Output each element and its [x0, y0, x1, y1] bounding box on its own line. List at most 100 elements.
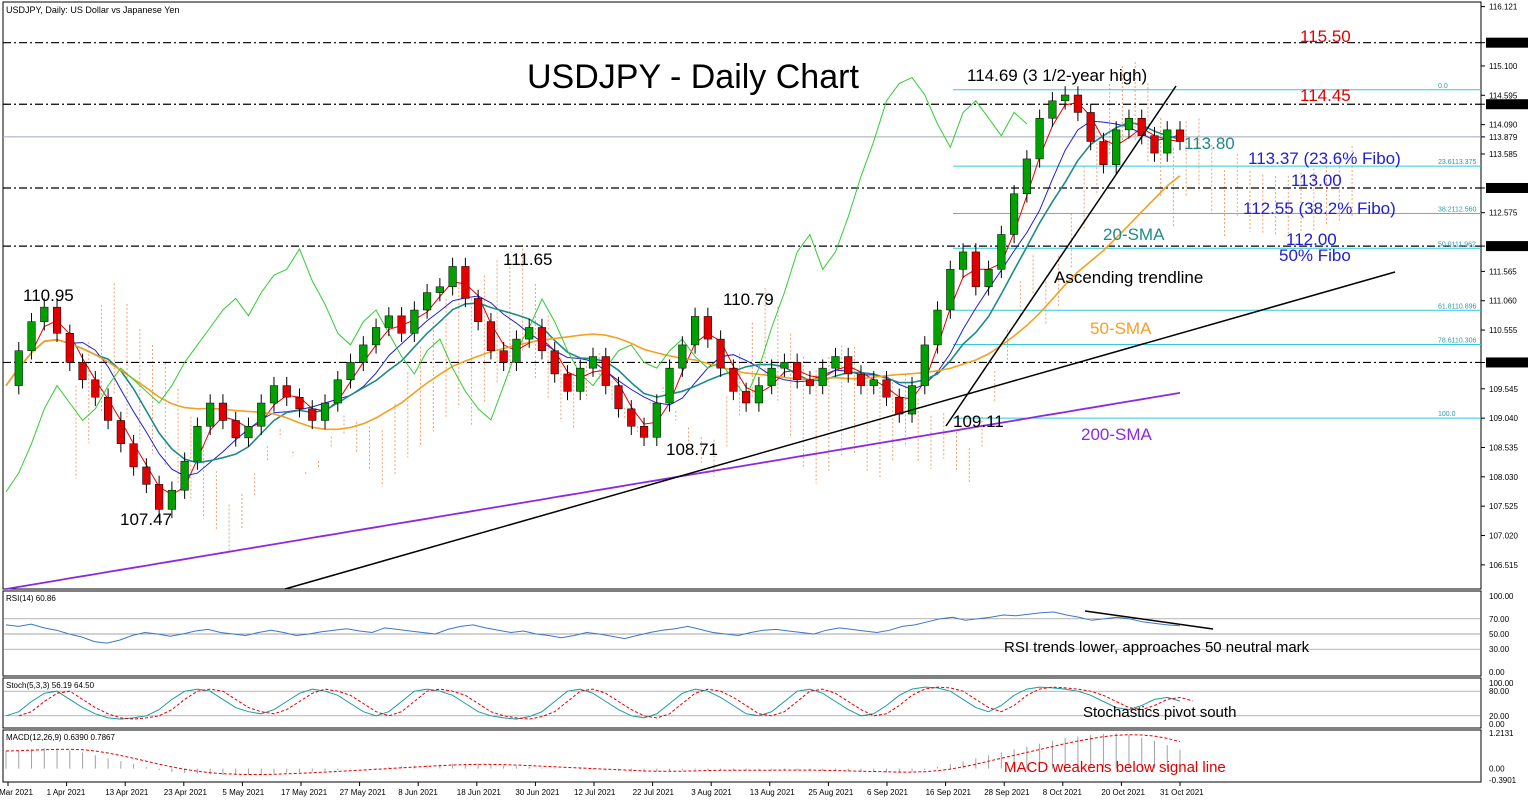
- candle-body: [652, 402, 661, 438]
- candle-body: [14, 350, 23, 386]
- candle-body: [104, 396, 113, 421]
- ichimoku-cloud: [75, 61, 1353, 552]
- date-label: 22 Mar 2021: [0, 788, 33, 797]
- main-panel-frame: [2, 1, 1482, 590]
- candle-body: [295, 396, 304, 410]
- annotation-110-95: 110.95: [23, 286, 74, 305]
- price-axis-label: 114.090: [1489, 121, 1518, 130]
- candle-body: [384, 315, 393, 328]
- fibo-tag: 100.0: [1438, 411, 1456, 418]
- price-axis-label: 109.545: [1489, 385, 1518, 394]
- candle-body: [665, 367, 674, 404]
- fibonacci-levels: 0.0 23.6113.375 38.2112.560 50.0111.962 61.8…: [953, 83, 1481, 419]
- date-label: 1 Apr 2021: [47, 788, 86, 797]
- candle-body: [410, 309, 419, 334]
- annotation-113-00: 113.00: [1291, 171, 1342, 190]
- price-axis-label: 116.121: [1489, 3, 1518, 12]
- candle-body: [1175, 129, 1185, 142]
- candle-body: [1035, 117, 1044, 160]
- price-axis-label: 113.000: [1489, 184, 1518, 193]
- candle-body: [844, 356, 853, 375]
- candle-body: [1010, 193, 1019, 235]
- price-axis-label: 111.565: [1489, 267, 1517, 276]
- horizontal-levels: [3, 37, 1528, 368]
- candle-body: [639, 426, 649, 438]
- price-axis-label: 108.535: [1489, 443, 1518, 452]
- candle-body: [65, 333, 74, 363]
- candle-body: [218, 402, 228, 421]
- candle-body: [52, 306, 62, 334]
- candle-body: [588, 356, 598, 369]
- price-axis-label: 115.500: [1489, 39, 1518, 48]
- rsi-line: [5, 611, 1181, 644]
- candle-body: [448, 266, 457, 288]
- annotation-111-65: 111.65: [503, 250, 552, 269]
- candle-body: [614, 385, 623, 410]
- date-label: 27 May 2021: [340, 788, 387, 797]
- stoch-name: Stoch(5,3,3) 56.19 64.50: [6, 681, 95, 690]
- annotation-109-11: 109.11: [953, 412, 1004, 431]
- candle-body: [257, 402, 266, 427]
- candle-body: [895, 396, 904, 415]
- candle-body: [601, 356, 610, 386]
- candle-body: [282, 385, 291, 398]
- rsi-axis-label: 30.00: [1489, 645, 1510, 654]
- symbol-label: USDJPY, Daily: US Dollar vs Japanese Yen: [6, 5, 179, 15]
- date-label: 5 May 2021: [222, 788, 264, 797]
- candle-body: [116, 420, 125, 444]
- date-label: 13 Apr 2021: [105, 788, 149, 797]
- rsi-axis-label: 70.00: [1489, 615, 1510, 624]
- macd-axis-label: 1.2131: [1489, 729, 1514, 738]
- stoch-axis-label: 0.00: [1489, 720, 1505, 729]
- indicator-lines: [5, 76, 1181, 590]
- price-axis-label: 106.515: [1489, 561, 1518, 570]
- candlesticks: [14, 86, 1185, 519]
- candle-body: [308, 408, 317, 421]
- date-label: 30 Jun 2021: [515, 788, 560, 797]
- candle-body: [499, 350, 508, 363]
- sub-indicators: 100.0070.0050.0030.000.00100.0080.0020.0…: [3, 592, 1517, 785]
- fibo-tag: 23.6113.375: [1438, 159, 1477, 166]
- date-label: 16 Sep 2021: [926, 788, 972, 797]
- level-price-tag: [1486, 241, 1528, 252]
- price-axis-label: 115.100: [1489, 62, 1518, 71]
- candle-body: [91, 379, 100, 398]
- sma50-line: [5, 175, 1181, 431]
- candle-body: [946, 269, 955, 311]
- rsi-axis-label: 100.00: [1489, 592, 1514, 601]
- candle-body: [716, 338, 725, 369]
- date-axis: 22 Mar 2021 1 Apr 2021 13 Apr 2021 23 Apr 2…: [0, 782, 1204, 797]
- macd-axis-label: 0.00: [1489, 765, 1505, 774]
- candle-body: [193, 426, 202, 462]
- candle-body: [971, 251, 980, 288]
- stoch-panel-frame: [2, 677, 1482, 729]
- candle-body: [767, 367, 776, 386]
- candle-body: [1124, 117, 1134, 131]
- candle-body: [474, 298, 483, 322]
- candle-body: [206, 402, 215, 427]
- price-axis-label: 114.595: [1489, 91, 1518, 100]
- candle-body: [997, 234, 1006, 270]
- candle-body: [1048, 100, 1057, 119]
- date-label: 23 Apr 2021: [164, 788, 208, 797]
- sma20-line: [5, 121, 1181, 464]
- steep-trendline: [945, 85, 1177, 427]
- fibo-tag: 38.2112.560: [1438, 207, 1477, 214]
- candle-body: [958, 251, 968, 270]
- date-label: 3 Aug 2021: [691, 788, 732, 797]
- candle-body: [818, 367, 827, 386]
- candle-body: [231, 420, 240, 439]
- level-price-tag: [1486, 357, 1528, 368]
- tenkan-line: [5, 102, 1181, 496]
- price-axis-label: 109.998: [1489, 358, 1518, 367]
- annotation-sma50-label: 50-SMA: [1090, 319, 1152, 338]
- rsi-trendline: [1084, 610, 1214, 630]
- date-label: 31 Oct 2021: [1160, 788, 1204, 797]
- price-axis-label: 114.441: [1489, 100, 1518, 109]
- candle-body: [1073, 94, 1082, 113]
- price-axis-label: 107.525: [1489, 502, 1518, 511]
- candle-body: [563, 373, 572, 392]
- candle-body: [856, 373, 866, 386]
